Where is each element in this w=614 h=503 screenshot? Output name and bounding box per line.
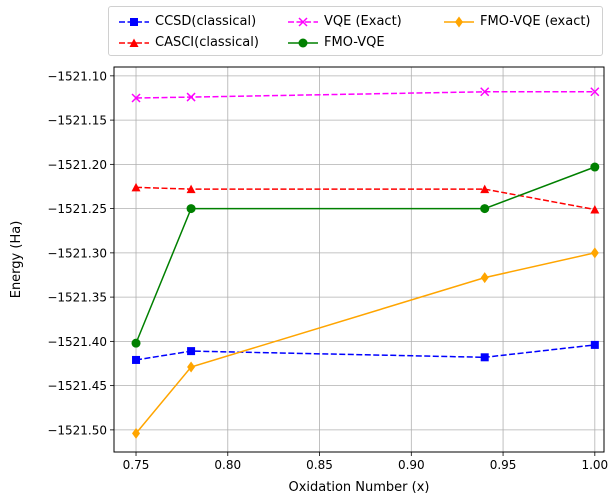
- series-line: [135, 252, 595, 434]
- series-line: [135, 344, 595, 361]
- y-tick-label: −1521.45: [47, 379, 107, 393]
- data-point: [186, 184, 196, 194]
- y-tick-label: −1521.10: [47, 69, 107, 83]
- legend-swatch-vqe-exact: [288, 17, 318, 27]
- data-point: [590, 247, 599, 259]
- legend-swatch-ccsd: [119, 18, 149, 26]
- legend-label-vqe-exact: VQE (Exact): [324, 14, 402, 29]
- series-line: [135, 186, 595, 211]
- series-3: [131, 162, 600, 348]
- legend-label-fmo-vqe-exact: FMO-VQE (exact): [480, 14, 591, 29]
- x-tick-label: 1.00: [581, 458, 608, 472]
- series-1: [131, 182, 600, 214]
- legend-label-ccsd: CCSD(classical): [155, 14, 257, 29]
- legend-swatch-fmo-vqe: [288, 38, 318, 48]
- x-tick-label: 0.90: [398, 458, 425, 472]
- x-tick-label: 0.95: [490, 458, 517, 472]
- x-tick-label: 0.85: [306, 458, 333, 472]
- y-axis-label: Energy (Ha): [9, 221, 24, 299]
- x-tick-label: 0.80: [214, 458, 241, 472]
- series-line: [135, 166, 596, 344]
- data-point: [590, 162, 600, 172]
- data-point: [132, 355, 141, 364]
- legend: CCSD(classical) CASCI(classical) VQE (Ex…: [108, 6, 603, 56]
- legend-label-fmo-vqe: FMO-VQE: [324, 35, 385, 50]
- series-line: [136, 91, 595, 99]
- y-tick-label: −1521.40: [47, 335, 107, 349]
- data-point: [480, 87, 490, 97]
- data-point: [131, 93, 141, 103]
- y-tick-label: −1521.50: [47, 423, 107, 437]
- series-2: [131, 87, 600, 103]
- series-0: [132, 340, 599, 364]
- data-point: [186, 92, 196, 102]
- series-layer: [131, 87, 600, 439]
- y-tick-label: −1521.15: [47, 114, 107, 128]
- series-4: [132, 247, 599, 439]
- data-point: [186, 204, 196, 214]
- data-point: [590, 87, 600, 97]
- y-axis-ticks: −1521.10 −1521.15 −1521.20 −1521.25 −1521.30…: [47, 69, 114, 437]
- x-tick-label: 0.75: [123, 458, 150, 472]
- data-point: [132, 427, 141, 439]
- data-point: [590, 340, 599, 349]
- data-point: [131, 338, 141, 348]
- x-axis-ticks: 0.75 0.80 0.85 0.90 0.95 1.00: [123, 452, 608, 472]
- y-tick-label: −1521.30: [47, 246, 107, 260]
- grid-lines: [114, 67, 604, 452]
- data-point: [590, 204, 600, 214]
- legend-swatch-fmo-vqe-exact: [444, 16, 474, 28]
- legend-label-casci: CASCI(classical): [155, 35, 259, 50]
- data-point: [131, 182, 141, 192]
- y-tick-label: −1521.35: [47, 291, 107, 305]
- data-point: [187, 361, 196, 373]
- data-point: [480, 353, 489, 362]
- y-tick-label: −1521.20: [47, 158, 107, 172]
- y-tick-label: −1521.25: [47, 202, 107, 216]
- plot-frame: [113, 66, 605, 453]
- data-point: [187, 347, 196, 356]
- data-point: [480, 272, 489, 284]
- data-point: [480, 184, 490, 194]
- legend-swatch-casci: [119, 38, 149, 47]
- x-axis-label: Oxidation Number (x): [289, 480, 430, 495]
- data-point: [480, 204, 490, 214]
